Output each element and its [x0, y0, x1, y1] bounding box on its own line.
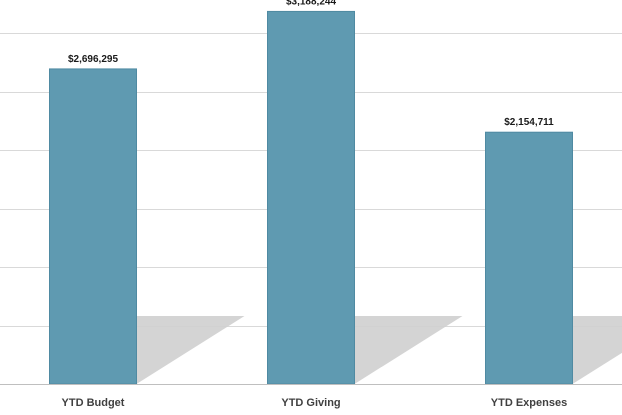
- data-label: $2,696,295: [68, 54, 118, 65]
- category-label: YTD Budget: [62, 397, 125, 409]
- category-label: YTD Expenses: [491, 397, 567, 409]
- bar-ytd-giving: [267, 10, 355, 385]
- bars: [49, 10, 573, 385]
- category-label: YTD Giving: [281, 397, 340, 409]
- bar-ytd-budget: [49, 68, 137, 385]
- data-label: $2,154,711: [504, 117, 554, 128]
- data-labels: $2,696,295 $3,188,244 $2,154,711: [68, 0, 554, 128]
- category-labels: YTD Budget YTD Giving YTD Expenses: [62, 397, 568, 409]
- bar-ytd-expenses: [485, 131, 573, 385]
- data-label: $3,188,244: [286, 0, 336, 7]
